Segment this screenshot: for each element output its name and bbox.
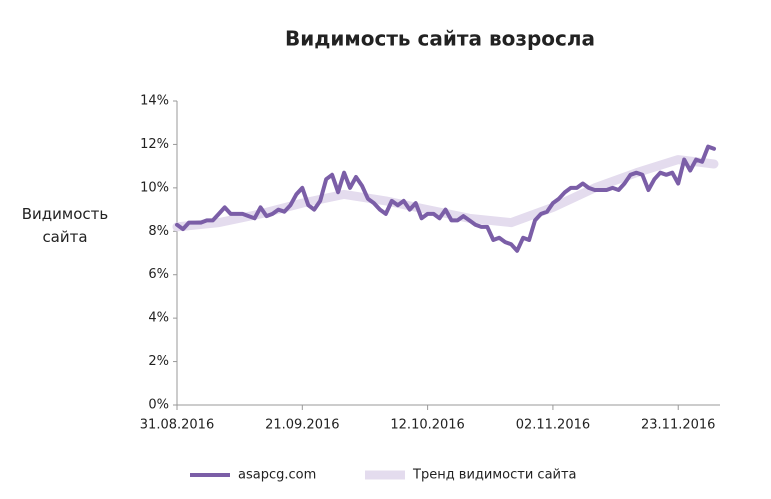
legend-label: Тренд видимости сайта — [412, 468, 577, 483]
legend-label: asapcg.com — [238, 468, 316, 483]
x-tick-label: 31.08.2016 — [140, 418, 214, 433]
y-tick-label: 6% — [148, 267, 169, 282]
y-tick-label: 4% — [148, 311, 169, 326]
x-tick-label: 23.11.2016 — [641, 418, 715, 433]
y-tick-label: 0% — [148, 398, 169, 413]
y-tick-label: 14% — [140, 94, 169, 109]
x-tick-label: 21.09.2016 — [265, 418, 339, 433]
data-line — [175, 144, 716, 253]
y-tick-label: 2% — [148, 354, 169, 369]
y-tick-label: 8% — [148, 224, 169, 239]
y-axis-label: Видимость сайта — [21, 205, 109, 246]
x-tick-label: 02.11.2016 — [516, 418, 590, 433]
y-tick-label: 12% — [140, 137, 169, 152]
y-tick-label: 10% — [140, 180, 169, 195]
chart-title: Видимость сайта возросла — [285, 27, 595, 51]
x-tick-label: 12.10.2016 — [390, 418, 464, 433]
